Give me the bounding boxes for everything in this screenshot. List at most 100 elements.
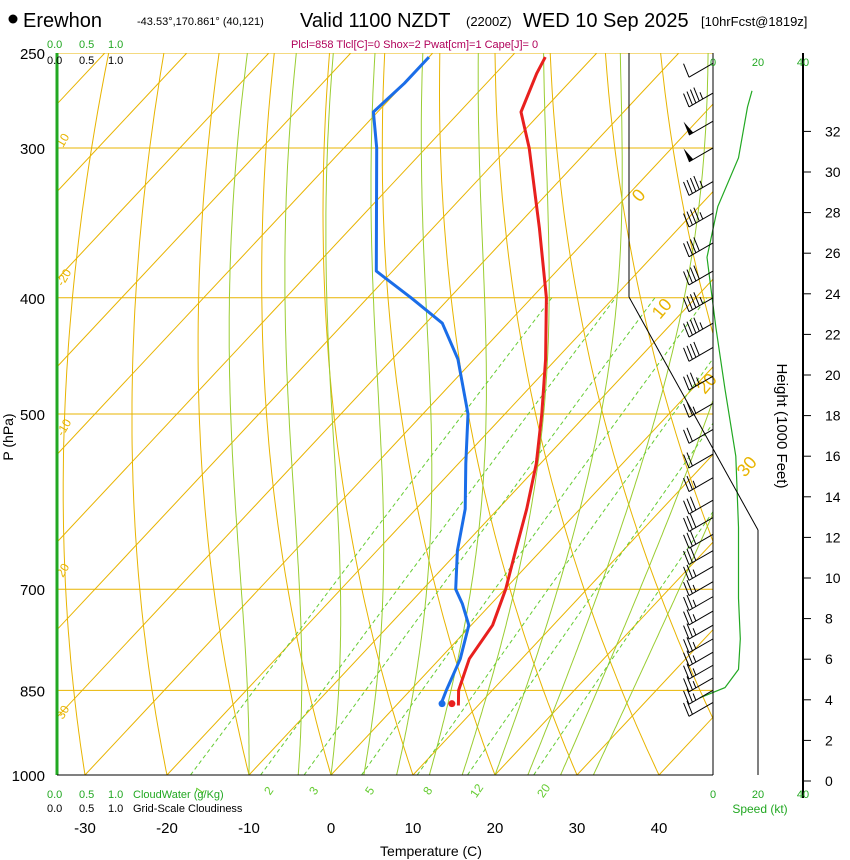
wind-barb-16 — [683, 496, 714, 515]
wind-barb-30 — [683, 700, 714, 717]
wind-barb-staff-12 — [688, 403, 714, 418]
wind-barb-12 — [683, 401, 714, 418]
wind-halffeather-28 — [692, 680, 697, 689]
pressure-label-500: 500 — [20, 407, 45, 424]
wind-barb-staff-3 — [688, 147, 714, 163]
wind-feather-15-0 — [683, 477, 690, 492]
wind-bottom-tick-0: 0 — [710, 789, 716, 801]
wind-halffeather-12 — [692, 406, 697, 414]
moist-adiabat-10 — [592, 512, 713, 775]
cloudiness-bottom-tick-1: 0.5 — [79, 803, 94, 815]
height-label-12: 12 — [825, 529, 841, 545]
wind-halffeather-20 — [692, 569, 697, 577]
mixing-ratio-label-20: 20 — [534, 781, 553, 800]
wind-feather-20-1 — [686, 564, 693, 579]
isotherm-0 — [330, 366, 713, 775]
wind-feather-19-0 — [683, 550, 690, 565]
height-label-30: 30 — [825, 164, 841, 180]
wind-barb-staff-4 — [688, 181, 714, 196]
dry-adiabat-11 — [660, 53, 713, 336]
mixing-ratio-label-8: 8 — [420, 784, 435, 798]
wind-barb-20 — [683, 564, 714, 581]
wind-barb-staff-5 — [688, 212, 714, 228]
wind-bottom-tick-1: 20 — [752, 789, 764, 801]
wind-barb-staff-15 — [688, 477, 714, 492]
wind-feather-21-0 — [683, 581, 690, 596]
cloudiness-label: Grid-Scale Cloudiness — [133, 803, 243, 815]
wind-feather-1-1 — [686, 91, 693, 106]
temp-label-40: 40 — [651, 820, 668, 837]
wind-halffeather-5 — [699, 212, 704, 220]
wind-barb-staff-30 — [688, 702, 714, 717]
forecast-info: [10hrFcst@1819z] — [701, 14, 807, 29]
dry-adiabat-7 — [438, 53, 578, 775]
wind-feather-16-1 — [686, 498, 693, 513]
wind-feather-11-1 — [686, 374, 693, 389]
wind-feather-8-1 — [686, 296, 693, 310]
temp-label--30: -30 — [74, 820, 96, 837]
wind-feather-24-1 — [686, 623, 693, 638]
y-axis-title: P (hPa) — [0, 413, 16, 460]
wind-feather-21-1 — [686, 580, 693, 594]
mixing-ratio-label-3: 3 — [306, 784, 321, 798]
wind-barb-staff-26 — [688, 651, 714, 667]
cloud-cover-profile — [699, 90, 753, 699]
station-coords: -43.53°,170.861° (40,121) — [137, 16, 264, 28]
wind-feather-6-2 — [689, 239, 697, 253]
wind-halffeather-9 — [699, 322, 704, 330]
wind-feather-10-0 — [683, 347, 690, 362]
wind-halffeather-26 — [692, 655, 697, 663]
height-label-16: 16 — [825, 448, 841, 464]
pressure-label-300: 300 — [20, 141, 45, 158]
moist-adiabat-1 — [284, 53, 303, 775]
wind-barb-staff-10 — [688, 346, 714, 362]
wind-barb-staff-23 — [688, 610, 714, 626]
wind-barb-2 — [683, 120, 714, 136]
wind-feather-7-0 — [683, 271, 690, 286]
wind-barb-staff-6 — [688, 242, 714, 258]
utc-time: (2200Z) — [466, 14, 512, 29]
moist-adiabat-9 — [560, 398, 713, 775]
cloudwater-bottom-tick-1: 0.5 — [79, 789, 94, 801]
wind-barb-3 — [683, 147, 714, 163]
valid-date: WED 10 Sep 2025 — [523, 10, 689, 32]
x-axis-title: Temperature (C) — [380, 843, 482, 859]
wind-halffeather-4 — [699, 180, 704, 188]
wind-feather-28-0 — [683, 678, 690, 693]
mixing-ratio-20 — [533, 510, 713, 775]
temp-label-0: 0 — [327, 820, 335, 837]
wind-barb-staff-16 — [688, 499, 714, 515]
cloudwater-top-tick-1: 0.5 — [79, 39, 94, 51]
wind-barb-staff-8 — [688, 297, 714, 313]
wind-feather-8-0 — [683, 298, 690, 312]
wind-barb-0 — [683, 62, 714, 78]
wind-feather-8-3 — [693, 292, 700, 306]
height-label-20: 20 — [825, 367, 841, 383]
cloudwater-bottom-tick-2: 1.0 — [108, 789, 123, 801]
wind-halffeather-21 — [692, 584, 697, 592]
stability-params: Plcl=858 Tlcl[C]=0 Shox=2 Pwat[cm]=1 Cap… — [291, 39, 538, 51]
wind-barb-staff-13 — [688, 428, 714, 444]
isotherm--90 — [57, 53, 270, 281]
wind-feather-10-1 — [686, 345, 693, 360]
wind-halffeather-27 — [692, 668, 697, 676]
wind-feather-26-1 — [686, 650, 693, 665]
dewpoint-trace — [371, 56, 471, 707]
height-label-24: 24 — [825, 286, 841, 302]
wind-top-tick-1: 20 — [752, 57, 764, 69]
mixing-ratio-label-2: 2 — [261, 784, 276, 798]
wind-feather-16-0 — [683, 500, 690, 515]
moist-adiabat-5 — [428, 53, 487, 775]
wind-halffeather-25 — [692, 641, 697, 649]
wind-halffeather-15 — [692, 480, 697, 488]
dry-adiabat-6 — [381, 53, 496, 775]
wind-halffeather-8 — [699, 296, 704, 304]
cloudiness-bottom-tick-0: 0.0 — [47, 803, 62, 815]
isotherm--10 — [248, 278, 713, 775]
wind-feather-17-2 — [689, 513, 697, 528]
wind-barb-staff-19 — [688, 550, 714, 565]
wind-feather-9-1 — [686, 321, 693, 336]
temp-label--10: -10 — [238, 820, 260, 837]
wind-feather-24-0 — [683, 625, 690, 640]
mixing-ratio-12 — [467, 422, 713, 775]
